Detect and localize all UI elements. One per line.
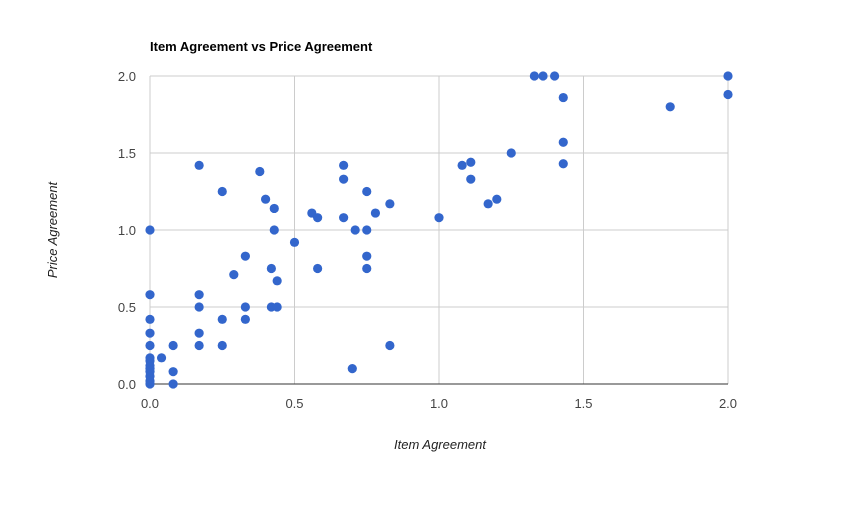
data-point xyxy=(240,251,250,261)
data-point xyxy=(529,71,539,81)
data-point xyxy=(665,102,675,112)
chart-title: Item Agreement vs Price Agreement xyxy=(150,39,373,54)
data-point xyxy=(289,237,300,247)
x-axis-ticks: 0.0 0.5 1.0 1.5 2.0 xyxy=(141,396,737,411)
data-point xyxy=(362,186,372,197)
data-point xyxy=(347,364,357,374)
x-tick-label: 1.0 xyxy=(430,396,448,411)
y-tick-label: 0.5 xyxy=(118,300,136,315)
data-point xyxy=(145,340,155,351)
data-point xyxy=(168,340,178,351)
data-points xyxy=(145,71,733,389)
x-tick-label: 1.5 xyxy=(574,396,592,411)
gridlines xyxy=(149,75,729,385)
data-point xyxy=(145,314,155,324)
data-point xyxy=(194,328,204,338)
x-axis-title: Item Agreement xyxy=(394,437,487,452)
data-point xyxy=(313,263,323,274)
x-tick-label: 2.0 xyxy=(719,396,737,411)
data-point xyxy=(145,290,155,300)
y-tick-label: 1.5 xyxy=(118,146,136,161)
y-axis-ticks: 0.0 0.5 1.0 1.5 2.0 xyxy=(118,69,136,392)
x-tick-label: 0.0 xyxy=(141,396,159,411)
data-point xyxy=(168,367,178,377)
data-point xyxy=(723,89,733,100)
data-point xyxy=(558,159,568,169)
data-point xyxy=(269,203,279,214)
data-point xyxy=(194,302,204,312)
data-point xyxy=(240,302,250,312)
data-point xyxy=(145,225,155,235)
data-point xyxy=(339,174,349,184)
data-point xyxy=(550,71,560,81)
data-point xyxy=(168,379,178,389)
data-point xyxy=(272,302,282,312)
data-point xyxy=(313,213,323,223)
data-point xyxy=(145,328,155,338)
data-point xyxy=(240,314,250,324)
data-point xyxy=(217,186,227,197)
data-point xyxy=(723,71,733,81)
y-tick-label: 0.0 xyxy=(118,377,136,392)
data-point xyxy=(217,340,227,351)
data-point xyxy=(483,199,493,209)
data-point xyxy=(362,251,372,261)
y-tick-label: 2.0 xyxy=(118,69,136,84)
data-point xyxy=(466,174,476,184)
data-point xyxy=(339,213,349,223)
data-point xyxy=(229,270,239,280)
x-tick-label: 0.5 xyxy=(285,396,303,411)
data-point xyxy=(457,160,467,170)
data-point xyxy=(385,199,395,209)
data-point xyxy=(466,157,476,167)
data-point xyxy=(269,225,279,235)
data-point xyxy=(217,314,227,324)
data-point xyxy=(558,137,568,147)
data-point xyxy=(558,92,568,103)
y-tick-label: 1.0 xyxy=(118,223,136,238)
data-point xyxy=(156,353,167,363)
data-point xyxy=(385,340,395,351)
data-point xyxy=(492,194,502,204)
data-point xyxy=(350,225,360,235)
data-point xyxy=(194,290,204,300)
data-point xyxy=(194,160,204,170)
data-point xyxy=(272,276,282,286)
data-point xyxy=(362,225,372,235)
data-point xyxy=(255,166,265,177)
data-point xyxy=(362,263,372,274)
data-point xyxy=(538,71,548,81)
data-point xyxy=(434,213,444,223)
y-axis-title: Price Agreement xyxy=(45,180,60,278)
data-point xyxy=(145,353,155,363)
data-point xyxy=(266,263,276,274)
data-point xyxy=(370,208,381,218)
data-point xyxy=(261,194,271,204)
data-point xyxy=(194,340,204,351)
data-point xyxy=(339,160,349,170)
data-point xyxy=(506,148,516,158)
